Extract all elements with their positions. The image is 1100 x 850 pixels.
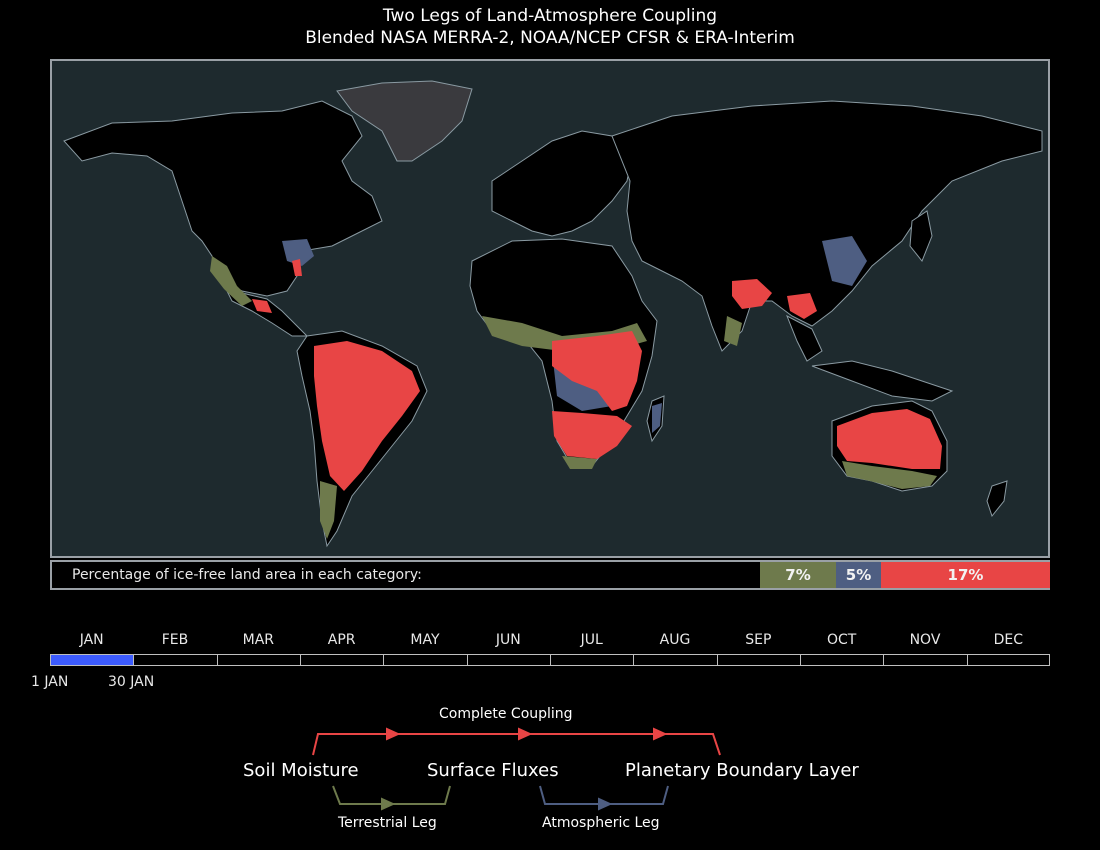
chart-subtitle: Blended NASA MERRA-2, NOAA/NCEP CFSR & E… [305,28,795,48]
month-divider [383,655,385,665]
greenland [336,80,473,162]
month-label-nov[interactable]: NOV [909,632,941,648]
coupling-legend: Complete Coupling Soil Moisture Surface … [0,700,1100,850]
month-divider [466,655,468,665]
complete-region-india [732,279,772,309]
atmospheric-region-madagascar [652,403,662,433]
legend-arrows [312,727,721,811]
month-label-may[interactable]: MAY [410,632,440,648]
complete-region-australia [837,409,942,469]
terrestrial-region-southern-africa [562,456,597,469]
month-label-mar[interactable]: MAR [242,632,275,648]
percentage-bar: Percentage of ice-free land area in each… [50,560,1050,590]
complete-coupling-label: Complete Coupling [439,706,573,722]
month-label-jan[interactable]: JAN [79,632,104,648]
month-divider [550,655,551,665]
start-date-label: 1 JAN [31,674,69,690]
europe [491,130,633,237]
month-divider [133,655,135,665]
month-label-aug[interactable]: AUG [659,632,691,648]
month-label-jul[interactable]: JUL [580,632,603,648]
new-zealand [986,480,1008,518]
atmospheric-region-china [822,236,867,286]
month-label-jun[interactable]: JUN [495,632,521,648]
complete-percentage: 17% [881,562,1050,588]
time-slider[interactable] [50,654,1050,666]
terrestrial-percentage: 7% [760,562,836,588]
percentage-label: Percentage of ice-free land area in each… [72,567,422,583]
complete-region-central-africa [552,331,642,411]
month-divider [716,655,718,665]
surface-fluxes-label: Surface Fluxes [427,760,559,781]
soil-moisture-label: Soil Moisture [243,760,359,781]
complete-region-southern-africa [552,411,632,459]
complete-region-southeast-asia [787,293,817,319]
atmospheric-region-us-southeast [282,239,314,266]
month-divider [800,655,801,665]
indonesia [811,360,954,402]
terrestrial-region-patagonia [320,481,337,539]
southeast-asia [786,314,823,362]
terrestrial-leg-arrow [332,785,451,811]
terrestrial-leg-label: Terrestrial Leg [338,815,437,831]
chart-title: Two Legs of Land-Atmosphere Coupling [382,6,718,26]
month-label-sep[interactable]: SEP [745,632,772,648]
asia [611,100,1043,352]
world-map [50,59,1050,558]
terrestrial-region-mexico [210,256,252,306]
pbl-label: Planetary Boundary Layer [625,760,859,781]
month-divider [216,655,218,665]
month-divider [633,655,635,665]
end-date-label: 30 JAN [108,674,155,690]
month-divider [883,655,885,665]
complete-region-south-america [314,341,420,491]
map-svg [63,80,1043,548]
japan [909,210,933,262]
complete-coupling-arrow [312,727,721,756]
complete-region-central-america [252,299,272,313]
month-label-dec[interactable]: DEC [993,632,1024,648]
month-label-oct[interactable]: OCT [826,632,857,648]
month-labels: JAN FEB MAR APR MAY JUN JUL AUG SEP OCT NOV DEC [50,632,1050,652]
complete-region-florida [292,259,302,276]
month-label-apr[interactable]: APR [327,632,356,648]
atmospheric-leg-arrow [539,785,669,811]
month-label-feb[interactable]: FEB [161,632,189,648]
month-divider [300,655,301,665]
atmospheric-percentage: 5% [836,562,881,588]
month-divider [966,655,968,665]
terrestrial-region-australia [842,461,937,489]
atmospheric-leg-label: Atmospheric Leg [542,815,660,831]
terrestrial-region-india [724,316,742,346]
time-slider-fill [51,655,135,665]
